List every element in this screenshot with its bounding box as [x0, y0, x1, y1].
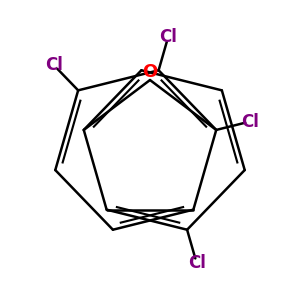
- Text: Cl: Cl: [188, 254, 206, 272]
- Text: O: O: [142, 63, 158, 81]
- Text: Cl: Cl: [45, 56, 63, 74]
- Text: Cl: Cl: [159, 28, 177, 46]
- Text: Cl: Cl: [241, 112, 259, 130]
